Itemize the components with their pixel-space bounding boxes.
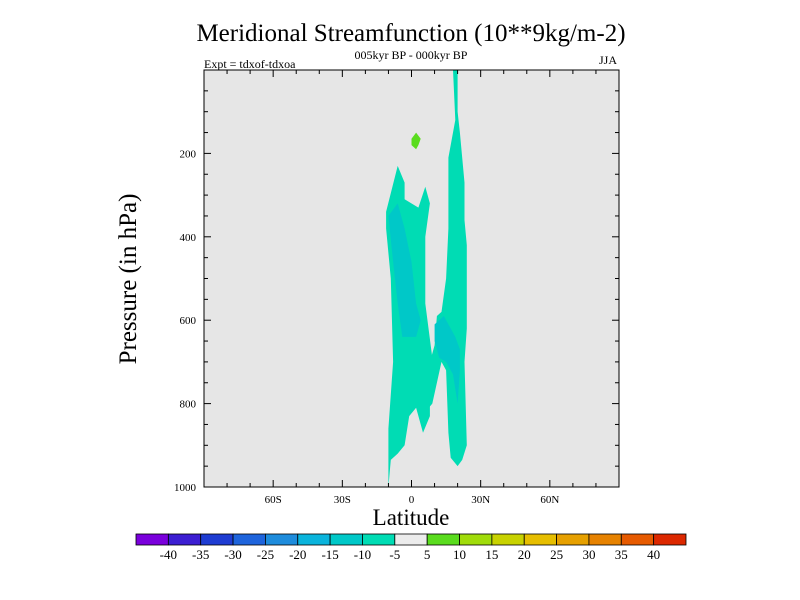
y-tick-label: 600: [180, 315, 197, 327]
y-tick-label: 1000: [174, 482, 197, 494]
colorbar-label: -30: [224, 547, 241, 562]
colorbar-box: [653, 533, 687, 546]
colorbar-box: [232, 533, 266, 546]
x-tick-label: 60S: [265, 494, 282, 506]
colorbar-label: 15: [485, 547, 498, 562]
axis-ticks: [204, 70, 619, 488]
chart-title: Meridional Streamfunction (10**9kg/m-2): [196, 20, 625, 47]
colorbar-box: [620, 533, 655, 546]
colorbar-box: [167, 533, 202, 546]
contour-region-4: [434, 316, 460, 404]
axis-tick-labels: 60S 30S 0 30N 60N 200 400 600 800 1000: [174, 148, 559, 506]
colorbar-label: -25: [257, 547, 274, 562]
colorbar-box: [459, 533, 493, 546]
colorbar-label: 30: [582, 547, 595, 562]
colorbar-box: [394, 533, 428, 546]
plot-area: [203, 69, 620, 488]
colorbar-box: [265, 533, 299, 546]
colorbar-box: [491, 533, 525, 546]
colorbar-label: 25: [550, 547, 563, 562]
x-tick-label: 30N: [471, 494, 490, 506]
colorbar-box: [135, 533, 169, 546]
colorbar: [135, 533, 687, 546]
colorbar-label: 20: [518, 547, 531, 562]
colorbar-label: 40: [647, 547, 660, 562]
x-axis-label: Latitude: [373, 505, 450, 530]
chart-subtitle-center: 005kyr BP - 000kyr BP: [355, 48, 468, 62]
y-tick-label: 400: [180, 232, 197, 244]
colorbar-box: [329, 533, 363, 546]
colorbar-label: 5: [424, 547, 431, 562]
colorbar-box: [426, 533, 460, 546]
colorbar-label: -20: [289, 547, 306, 562]
colorbar-label: -15: [321, 547, 338, 562]
colorbar-label: -35: [192, 547, 209, 562]
colorbar-label: 35: [615, 547, 628, 562]
colorbar-labels: -40 -35 -30 -25 -20 -15 -10 -5 5 10 15 20 25 30 35 40: [160, 547, 660, 562]
y-tick-label: 800: [180, 399, 197, 411]
colorbar-box: [297, 533, 331, 546]
y-tick-label: 200: [180, 148, 197, 160]
x-tick-label: 60N: [540, 494, 559, 506]
colorbar-box: [588, 533, 622, 546]
contour-region-5: [411, 132, 421, 150]
colorbar-box: [556, 533, 590, 546]
colorbar-label: -5: [389, 547, 400, 562]
colorbar-box: [200, 533, 234, 546]
chart-subtitle-left: Expt = tdxof-tdxoa: [204, 57, 296, 71]
contour-region-3: [388, 203, 421, 337]
colorbar-box: [362, 533, 396, 546]
colorbar-label: -40: [160, 547, 177, 562]
contour-regions: [386, 70, 467, 487]
y-axis-label: Pressure (in hPa): [115, 194, 142, 365]
colorbar-label: 10: [453, 547, 466, 562]
chart-subtitle-right: JJA: [599, 53, 617, 67]
colorbar-box: [523, 533, 557, 546]
colorbar-label: -10: [354, 547, 371, 562]
x-tick-label: 0: [409, 494, 415, 506]
x-tick-label: 30S: [334, 494, 351, 506]
